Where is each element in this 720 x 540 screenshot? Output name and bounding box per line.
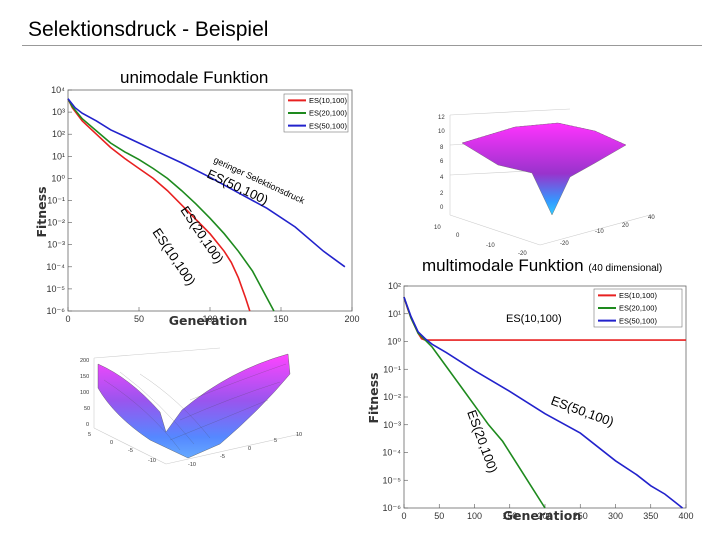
svg-text:-10: -10: [486, 243, 495, 249]
x-tick-label: 0: [401, 511, 406, 521]
series-line-ES(20,100): [403, 296, 546, 509]
svg-text:2: 2: [440, 191, 444, 197]
multimodal-section-label: multimodale Funktion (40 dimensional): [422, 256, 662, 276]
y-tick-label: 10⁰: [387, 337, 401, 347]
y-tick-label: 10⁻⁵: [383, 475, 402, 485]
unimodal-convergence-chart: 10⁴ 10³ 10² 10¹ 10⁰ 10⁻¹ 10⁻² 10⁻³ 10⁻⁴ 10⁻⁵ 10⁻⁶0…: [34, 85, 360, 327]
y-tick-label: 10⁻³: [47, 240, 65, 250]
title-divider: [22, 45, 702, 46]
x-tick-label: 150: [502, 511, 517, 521]
svg-text:5: 5: [88, 432, 91, 438]
svg-text:10: 10: [438, 129, 445, 135]
y-tick-label: 10⁴: [51, 85, 65, 95]
x-tick-label: 50: [434, 511, 444, 521]
svg-text:-10: -10: [148, 458, 156, 464]
annotation-es10: ES(10,100): [506, 313, 562, 325]
svg-text:150: 150: [80, 374, 89, 380]
y-tick-label: 10²: [388, 281, 401, 291]
x-tick-label: 100: [202, 314, 217, 324]
x-tick-label: 0: [65, 314, 70, 324]
svg-text:-20: -20: [560, 241, 569, 247]
x-tick-label: 350: [643, 511, 658, 521]
svg-text:-5: -5: [128, 448, 133, 454]
svg-text:20: 20: [622, 223, 629, 229]
svg-text:0: 0: [456, 233, 460, 239]
multimodal-dimension-note: (40 dimensional): [588, 263, 663, 274]
svg-text:-10: -10: [188, 462, 196, 468]
y-tick-label: 10¹: [388, 309, 401, 319]
y-tick-label: 10⁻²: [383, 392, 401, 402]
y-tick-label: 10⁻¹: [383, 364, 401, 374]
y-tick-label: 10⁻³: [383, 420, 401, 430]
series-line-ES(50,100): [403, 296, 683, 509]
svg-text:-10: -10: [595, 229, 604, 235]
x-tick-label: 100: [467, 511, 482, 521]
svg-text:0: 0: [248, 446, 251, 452]
svg-text:200: 200: [80, 358, 89, 364]
x-tick-label: 200: [344, 314, 359, 324]
y-tick-label: 10²: [52, 129, 65, 139]
unimodal-section-label: unimodale Funktion: [120, 68, 269, 87]
svg-text:6: 6: [440, 159, 444, 165]
svg-text:4: 4: [440, 175, 444, 181]
svg-text:-20: -20: [518, 251, 527, 257]
svg-text:0: 0: [110, 440, 113, 446]
x-tick-label: 150: [273, 314, 288, 324]
svg-text:40: 40: [648, 215, 655, 221]
y-tick-label: 10⁰: [51, 173, 65, 183]
y-tick-label: 10⁻⁴: [46, 262, 65, 272]
svg-text:-5: -5: [220, 454, 225, 460]
y-tick-label: 10⁻⁶: [47, 306, 66, 316]
y-tick-label: 10¹: [52, 151, 65, 161]
legend-label: ES(10,100): [309, 96, 347, 105]
x-tick-label: 250: [573, 511, 588, 521]
x-tick-label: 400: [678, 511, 693, 521]
y-tick-label: 10³: [52, 107, 65, 117]
multimodal-label-text: multimodale Funktion: [422, 256, 584, 275]
series-line-ES(10,100): [67, 98, 251, 312]
svg-text:8: 8: [440, 145, 444, 151]
legend-label: ES(50,100): [309, 121, 347, 130]
multimodal-surface-plot: 200 150 100 50 0 5 0 -5 -10 -10 -5 0 5 10: [80, 347, 302, 468]
series-line-ES(50,100): [67, 98, 346, 268]
slide-title: Selektionsdruck - Beispiel: [28, 18, 269, 41]
legend-label: ES(20,100): [619, 304, 657, 313]
x-tick-label: 50: [134, 314, 144, 324]
x-tick-label: 200: [537, 511, 552, 521]
svg-text:50: 50: [84, 406, 90, 412]
svg-text:0: 0: [440, 205, 444, 211]
y-axis-title: Fitness: [34, 186, 49, 237]
svg-text:12: 12: [438, 115, 445, 121]
y-tick-label: 10⁻²: [47, 218, 65, 228]
y-tick-label: 10⁻⁵: [47, 284, 66, 294]
y-axis-title: Fitness: [366, 372, 381, 423]
x-tick-label: 300: [608, 511, 623, 521]
svg-text:10: 10: [296, 432, 302, 438]
y-tick-label: 10⁻⁶: [383, 503, 402, 513]
svg-text:10: 10: [434, 225, 441, 231]
x-axis-title: Generation: [169, 313, 247, 327]
x-axis-title: Generation: [503, 508, 581, 523]
series-line-ES(20,100): [67, 98, 275, 312]
legend-label: ES(20,100): [309, 109, 347, 118]
svg-text:100: 100: [80, 390, 89, 396]
y-tick-label: 10⁻¹: [47, 196, 65, 206]
multimodal-convergence-chart: 10² 10¹ 10⁰ 10⁻¹ 10⁻² 10⁻³ 10⁻⁴ 10⁻⁵ 10⁻⁶0 50 100 1…: [366, 281, 694, 523]
legend-label: ES(50,100): [619, 316, 657, 325]
svg-text:5: 5: [274, 438, 277, 444]
y-tick-label: 10⁻⁴: [382, 448, 401, 458]
legend-label: ES(10,100): [619, 291, 657, 300]
svg-text:0: 0: [86, 422, 89, 428]
